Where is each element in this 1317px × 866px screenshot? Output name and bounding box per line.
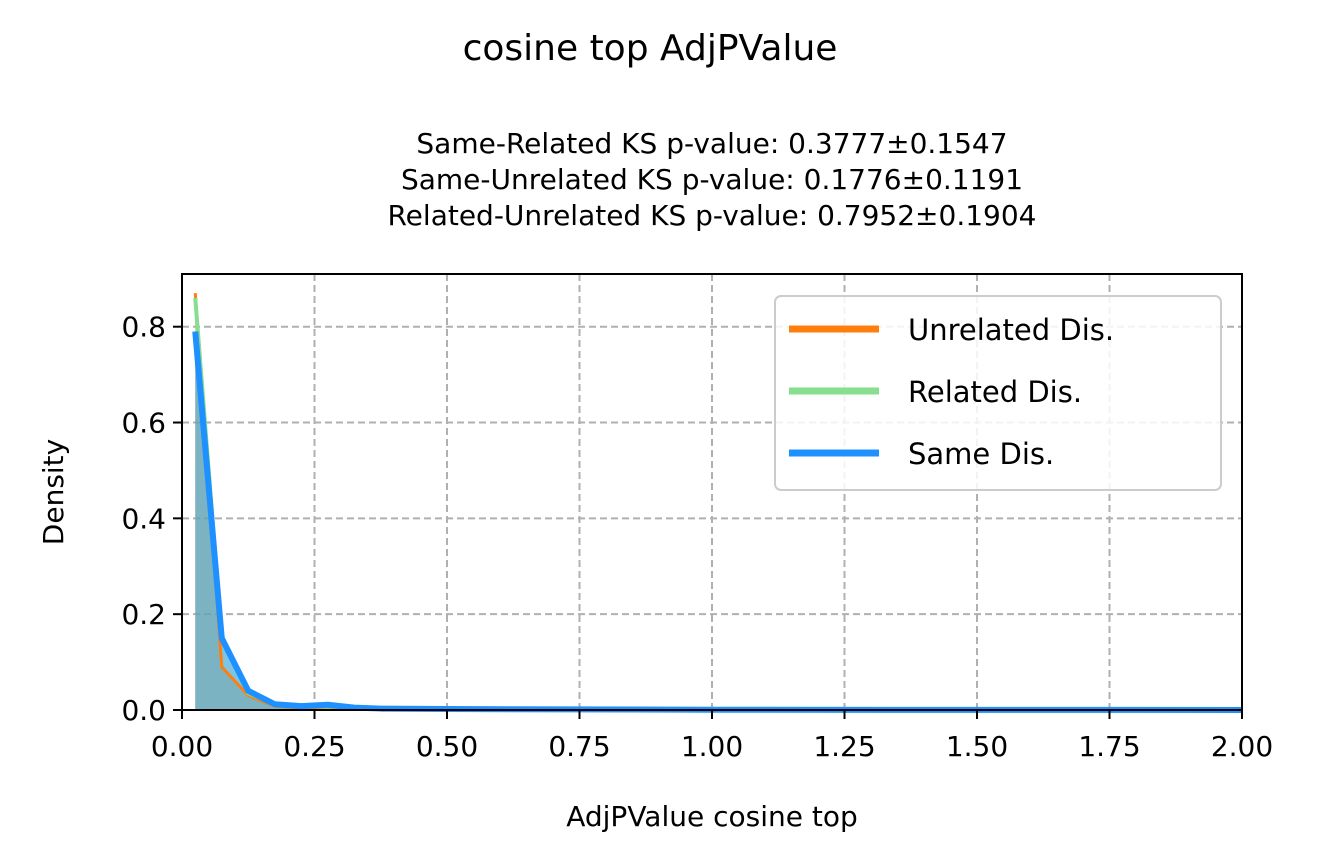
x-tick-label: 0.50 bbox=[416, 730, 478, 763]
y-tick-label: 0.8 bbox=[121, 311, 166, 344]
grid bbox=[182, 274, 1242, 710]
x-tick-label: 1.25 bbox=[813, 730, 875, 763]
y-tick-label: 0.4 bbox=[121, 502, 166, 535]
legend-label: Same Dis. bbox=[908, 437, 1054, 471]
y-tick-label: 0.0 bbox=[121, 694, 166, 727]
legend-box bbox=[774, 295, 1222, 491]
y-axis-label: Density bbox=[37, 439, 70, 545]
x-tick-label: 0.25 bbox=[283, 730, 345, 763]
legend: Unrelated Dis. Related Dis. Same Dis. bbox=[774, 295, 1222, 491]
x-tick-label: 1.00 bbox=[681, 730, 743, 763]
y-tick-label: 0.2 bbox=[121, 598, 166, 631]
x-tick-label: 0.00 bbox=[151, 730, 213, 763]
legend-label: Related Dis. bbox=[908, 375, 1082, 409]
x-tick-label: 2.00 bbox=[1211, 730, 1273, 763]
chart-title: cosine top AdjPValue bbox=[462, 28, 838, 69]
subtitle-line-3: Related-Unrelated KS p-value: 0.7952±0.1… bbox=[387, 199, 1037, 232]
x-tick-label: 1.50 bbox=[946, 730, 1008, 763]
legend-label: Unrelated Dis. bbox=[908, 313, 1114, 347]
x-tick-label: 1.75 bbox=[1078, 730, 1140, 763]
chart-subtitle: Same-Related KS p-value: 0.3777±0.1547 S… bbox=[182, 126, 1242, 234]
subtitle-line-1: Same-Related KS p-value: 0.3777±0.1547 bbox=[416, 127, 1008, 160]
x-axis-ticks: 0.00 0.25 0.50 0.75 1.00 1.25 1.50 1.75 2.00 bbox=[151, 710, 1273, 763]
x-axis-label: AdjPValue cosine top bbox=[566, 800, 858, 833]
y-tick-label: 0.6 bbox=[121, 407, 166, 440]
subtitle-line-2: Same-Unrelated KS p-value: 0.1776±0.1191 bbox=[400, 163, 1024, 196]
y-axis-ticks: 0.0 0.2 0.4 0.6 0.8 bbox=[121, 311, 182, 727]
x-tick-label: 0.75 bbox=[548, 730, 610, 763]
